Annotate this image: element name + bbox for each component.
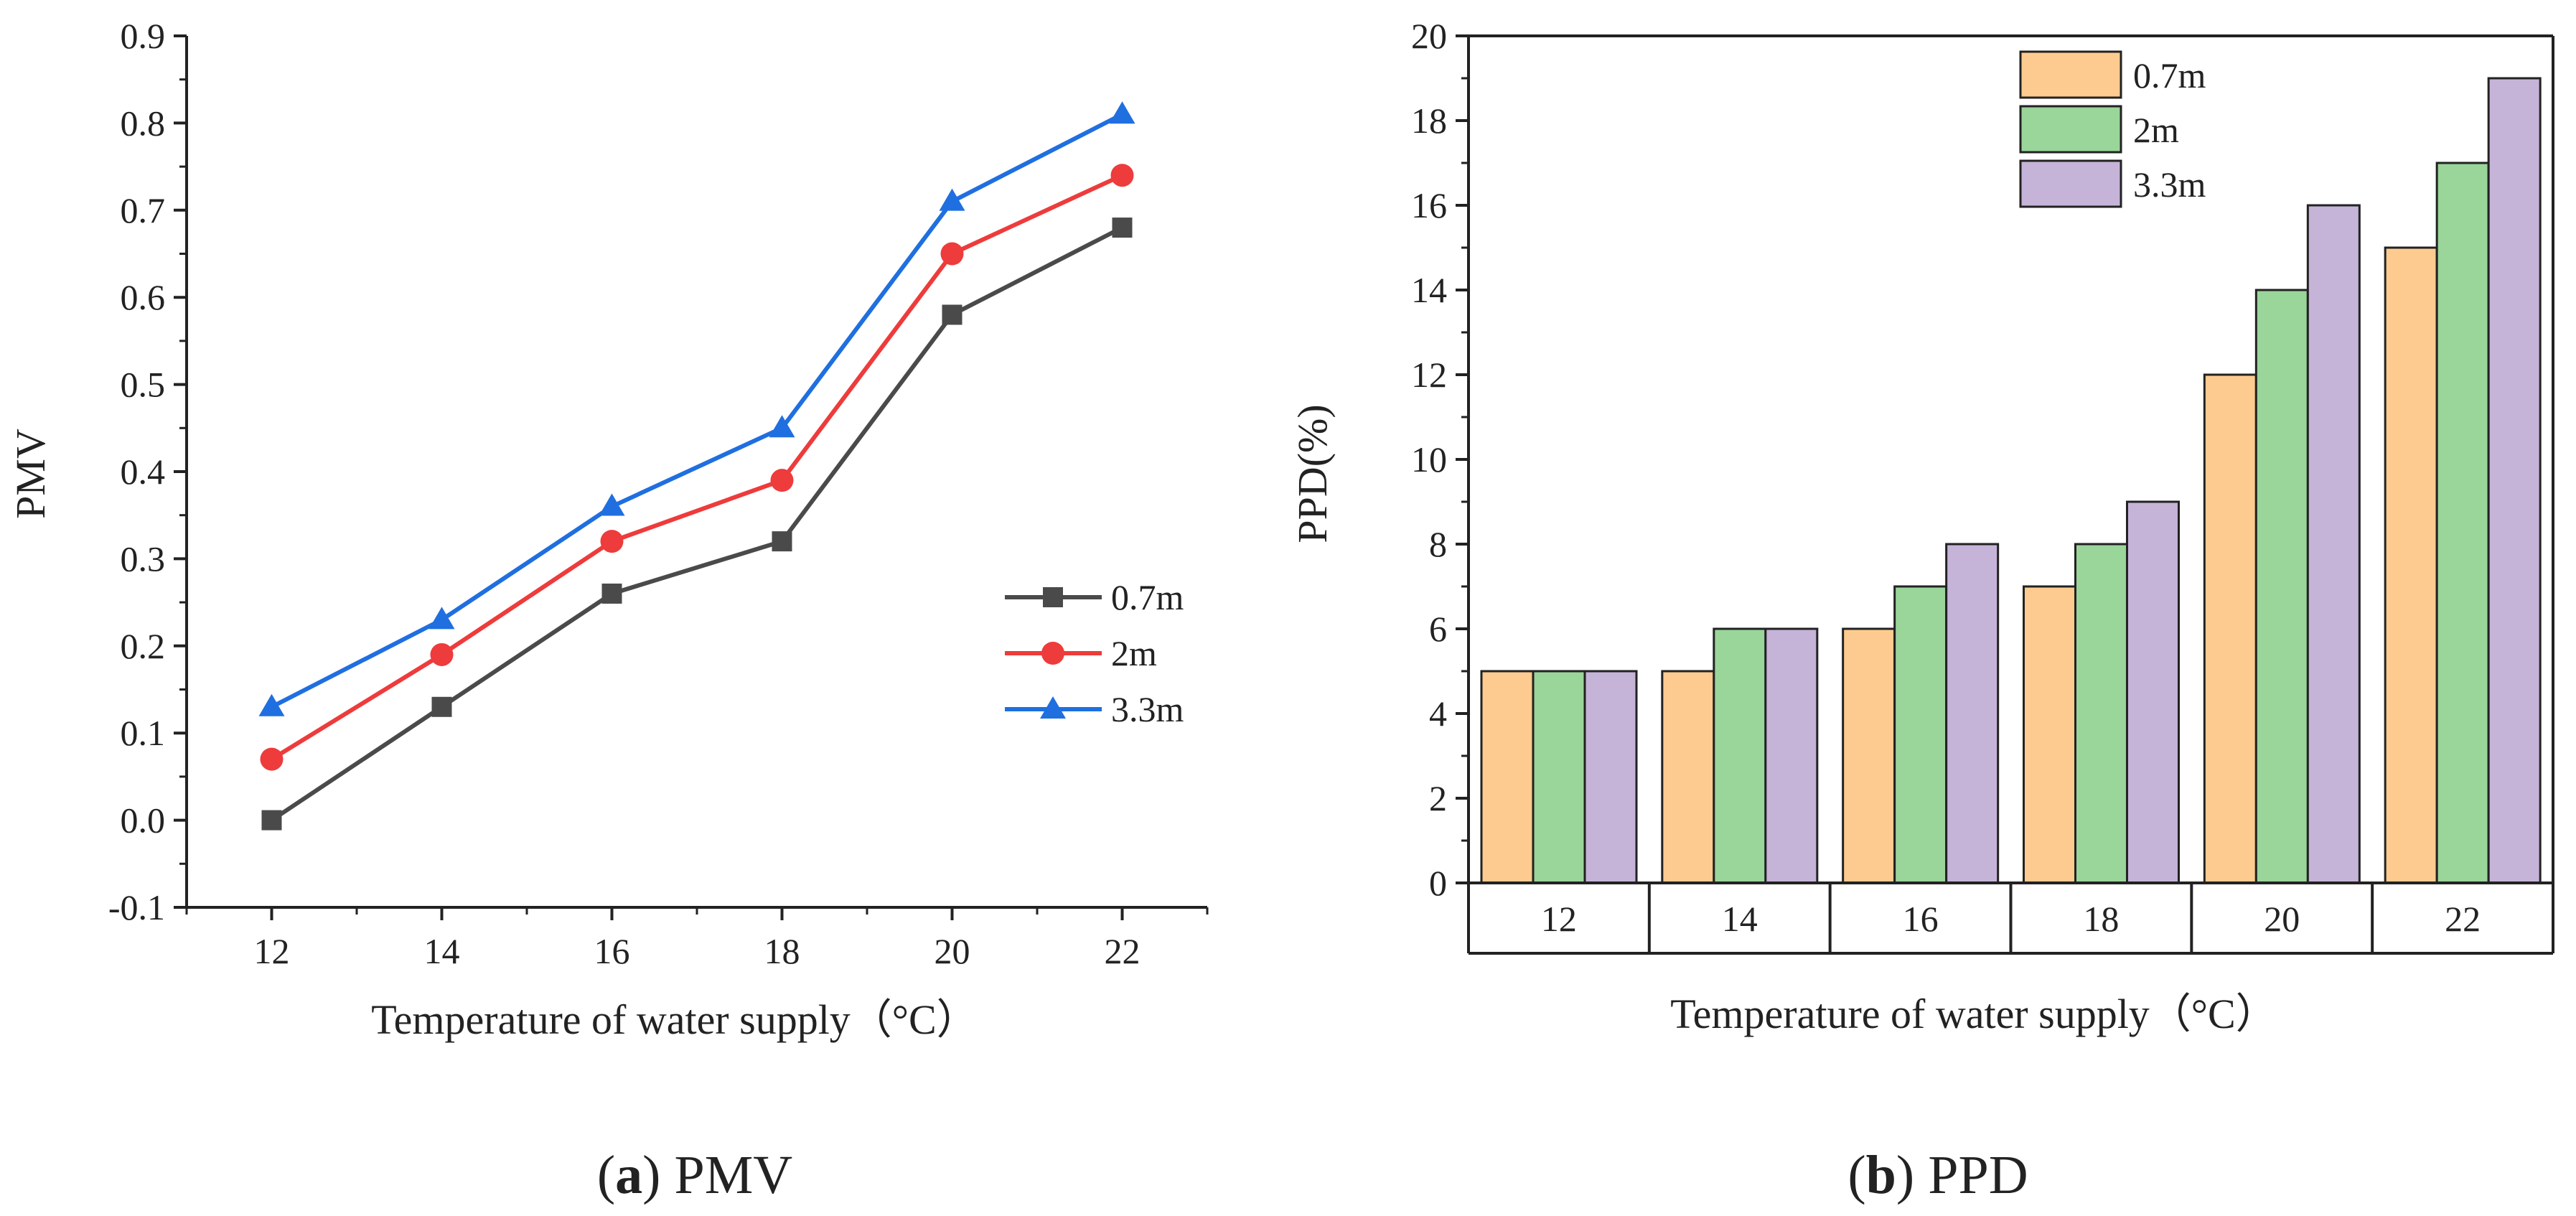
ppd-y-tick-label: 0 (1429, 863, 1447, 903)
ppd-y-tick-label: 10 (1411, 439, 1447, 480)
ppd-legend-label-2: 3.3m (2133, 164, 2206, 205)
pmv-point-0-3 (772, 531, 792, 552)
pmv-series-line-1 (270, 173, 1123, 762)
ppd-bar-1-5 (2435, 162, 2490, 884)
pmv-point-2-0 (258, 693, 285, 716)
pmv-y-tick-label: 0.4 (121, 452, 166, 492)
ppd-bar-0-1 (1661, 670, 1715, 884)
pmv-point-1-2 (600, 530, 624, 553)
ppd-caption-text: PPD (1928, 1145, 2028, 1205)
pmv-point-1-0 (260, 747, 284, 771)
ppd-x-axis-title: Temperature of water supply（°C） (1670, 991, 2277, 1037)
pmv-point-2-1 (428, 607, 455, 630)
ppd-bar-2-1 (1764, 627, 1819, 884)
pmv-x-tick-label: 20 (935, 931, 970, 971)
pmv-x-tick-label: 14 (424, 931, 460, 971)
ppd-y-tick-label: 20 (1411, 16, 1447, 56)
ppd-legend-swatch-2 (2019, 159, 2122, 208)
ppd-category-label: 22 (2445, 899, 2481, 939)
pmv-x-tick-label: 18 (764, 931, 800, 971)
ppd-y-axis-title: PPD(%) (1289, 404, 1336, 543)
pmv-x-tick-label: 12 (254, 931, 290, 971)
pmv-point-2-3 (769, 415, 795, 438)
pmv-chart: -0.1 0.0 0.1 0.2 0.3 0.4 0.5 0.6 0.7 0.8 0.9 12 14 16… (7, 16, 1209, 1205)
ppd-bar-1-4 (2254, 289, 2309, 884)
ppd-bar-0-3 (2023, 585, 2076, 884)
pmv-point-0-2 (601, 583, 622, 604)
ppd-legend-label-0: 0.7m (2133, 55, 2206, 95)
ppd-bar-1-2 (1893, 585, 1948, 884)
pmv-x-tick-label: 16 (594, 931, 630, 971)
ppd-y-tick-label: 2 (1429, 778, 1447, 818)
pmv-point-1-4 (940, 242, 964, 266)
ppd-legend-swatch-1 (2019, 105, 2122, 154)
ppd-bar-2-2 (1945, 543, 2000, 884)
pmv-point-2-2 (599, 493, 625, 516)
ppd-category-label: 12 (1541, 899, 1577, 939)
ppd-bar-1-0 (1532, 670, 1586, 884)
pmv-y-tick-label: 0.9 (121, 16, 166, 56)
pmv-x-tick-label: 22 (1105, 931, 1141, 971)
pmv-y-tick-label: 0.3 (121, 538, 166, 579)
ppd-bar-2-0 (1583, 670, 1638, 884)
ppd-category-label: 18 (2083, 899, 2119, 939)
pmv-point-1-3 (770, 469, 794, 492)
ppd-bar-0-5 (2384, 246, 2438, 884)
pmv-legend-label-1: 2m (1111, 633, 1157, 673)
ppd-category-label: 14 (1722, 899, 1758, 939)
pmv-y-tick-label: 0.7 (121, 190, 166, 230)
pmv-point-0-0 (261, 810, 282, 831)
pmv-caption-text: PMV (674, 1145, 792, 1205)
ppd-legend-swatch-0 (2019, 50, 2122, 99)
pmv-legend-marker-1 (1041, 642, 1064, 665)
ppd-bar-1-3 (2074, 543, 2128, 884)
ppd-bar-0-2 (1842, 627, 1896, 884)
ppd-category-label: 16 (1903, 899, 1939, 939)
pmv-y-tick-label: 0.8 (121, 103, 166, 143)
pmv-series-line-2 (271, 112, 1123, 709)
pmv-y-tick-label: 0.2 (121, 626, 166, 666)
ppd-y-tick-label: 4 (1429, 693, 1447, 734)
pmv-series-line-0 (270, 225, 1123, 823)
ppd-bar-2-4 (2306, 204, 2361, 884)
ppd-bar-2-3 (2126, 500, 2180, 884)
pmv-caption: (a) PMV (597, 1145, 792, 1205)
pmv-y-tick-label: 0.0 (121, 800, 166, 841)
pmv-x-axis-title: Temperature of water supply（°C） (371, 996, 978, 1043)
pmv-y-axis-title: PMV (7, 429, 54, 519)
ppd-y-tick-label: 14 (1411, 270, 1447, 310)
pmv-y-tick-label: 0.6 (121, 277, 166, 317)
ppd-bar-0-4 (2203, 373, 2257, 884)
ppd-category-label: 20 (2264, 899, 2300, 939)
ppd-caption: (b) PPD (1847, 1145, 2028, 1205)
ppd-y-tick-label: 16 (1411, 185, 1447, 225)
pmv-point-2-4 (939, 188, 965, 211)
pmv-legend-marker-2 (1040, 696, 1066, 719)
pmv-point-1-1 (430, 642, 454, 666)
pmv-point-0-1 (431, 696, 452, 717)
ppd-bar-0-0 (1480, 670, 1535, 884)
pmv-point-0-5 (1112, 218, 1133, 238)
pmv-y-tick-label: 0.1 (121, 713, 166, 753)
pmv-legend-label-0: 0.7m (1111, 577, 1184, 617)
ppd-caption-label: b (1866, 1145, 1896, 1205)
ppd-y-tick-label: 8 (1429, 524, 1447, 564)
pmv-legend-label-2: 3.3m (1111, 689, 1184, 729)
ppd-y-tick-label: 12 (1411, 355, 1447, 395)
pmv-y-tick-label: -0.1 (108, 887, 165, 927)
pmv-legend-marker-0 (1043, 587, 1063, 607)
pmv-point-0-4 (942, 304, 963, 325)
ppd-bar-2-5 (2487, 77, 2542, 884)
ppd-bar-1-1 (1713, 627, 1767, 884)
pmv-caption-label: a (615, 1145, 642, 1205)
ppd-y-tick-label: 6 (1429, 609, 1447, 649)
pmv-point-1-5 (1110, 164, 1134, 187)
pmv-y-tick-label: 0.5 (121, 365, 166, 405)
ppd-legend-label-1: 2m (2133, 110, 2179, 150)
pmv-point-2-5 (1109, 101, 1135, 124)
ppd-y-tick-label: 18 (1411, 100, 1447, 141)
